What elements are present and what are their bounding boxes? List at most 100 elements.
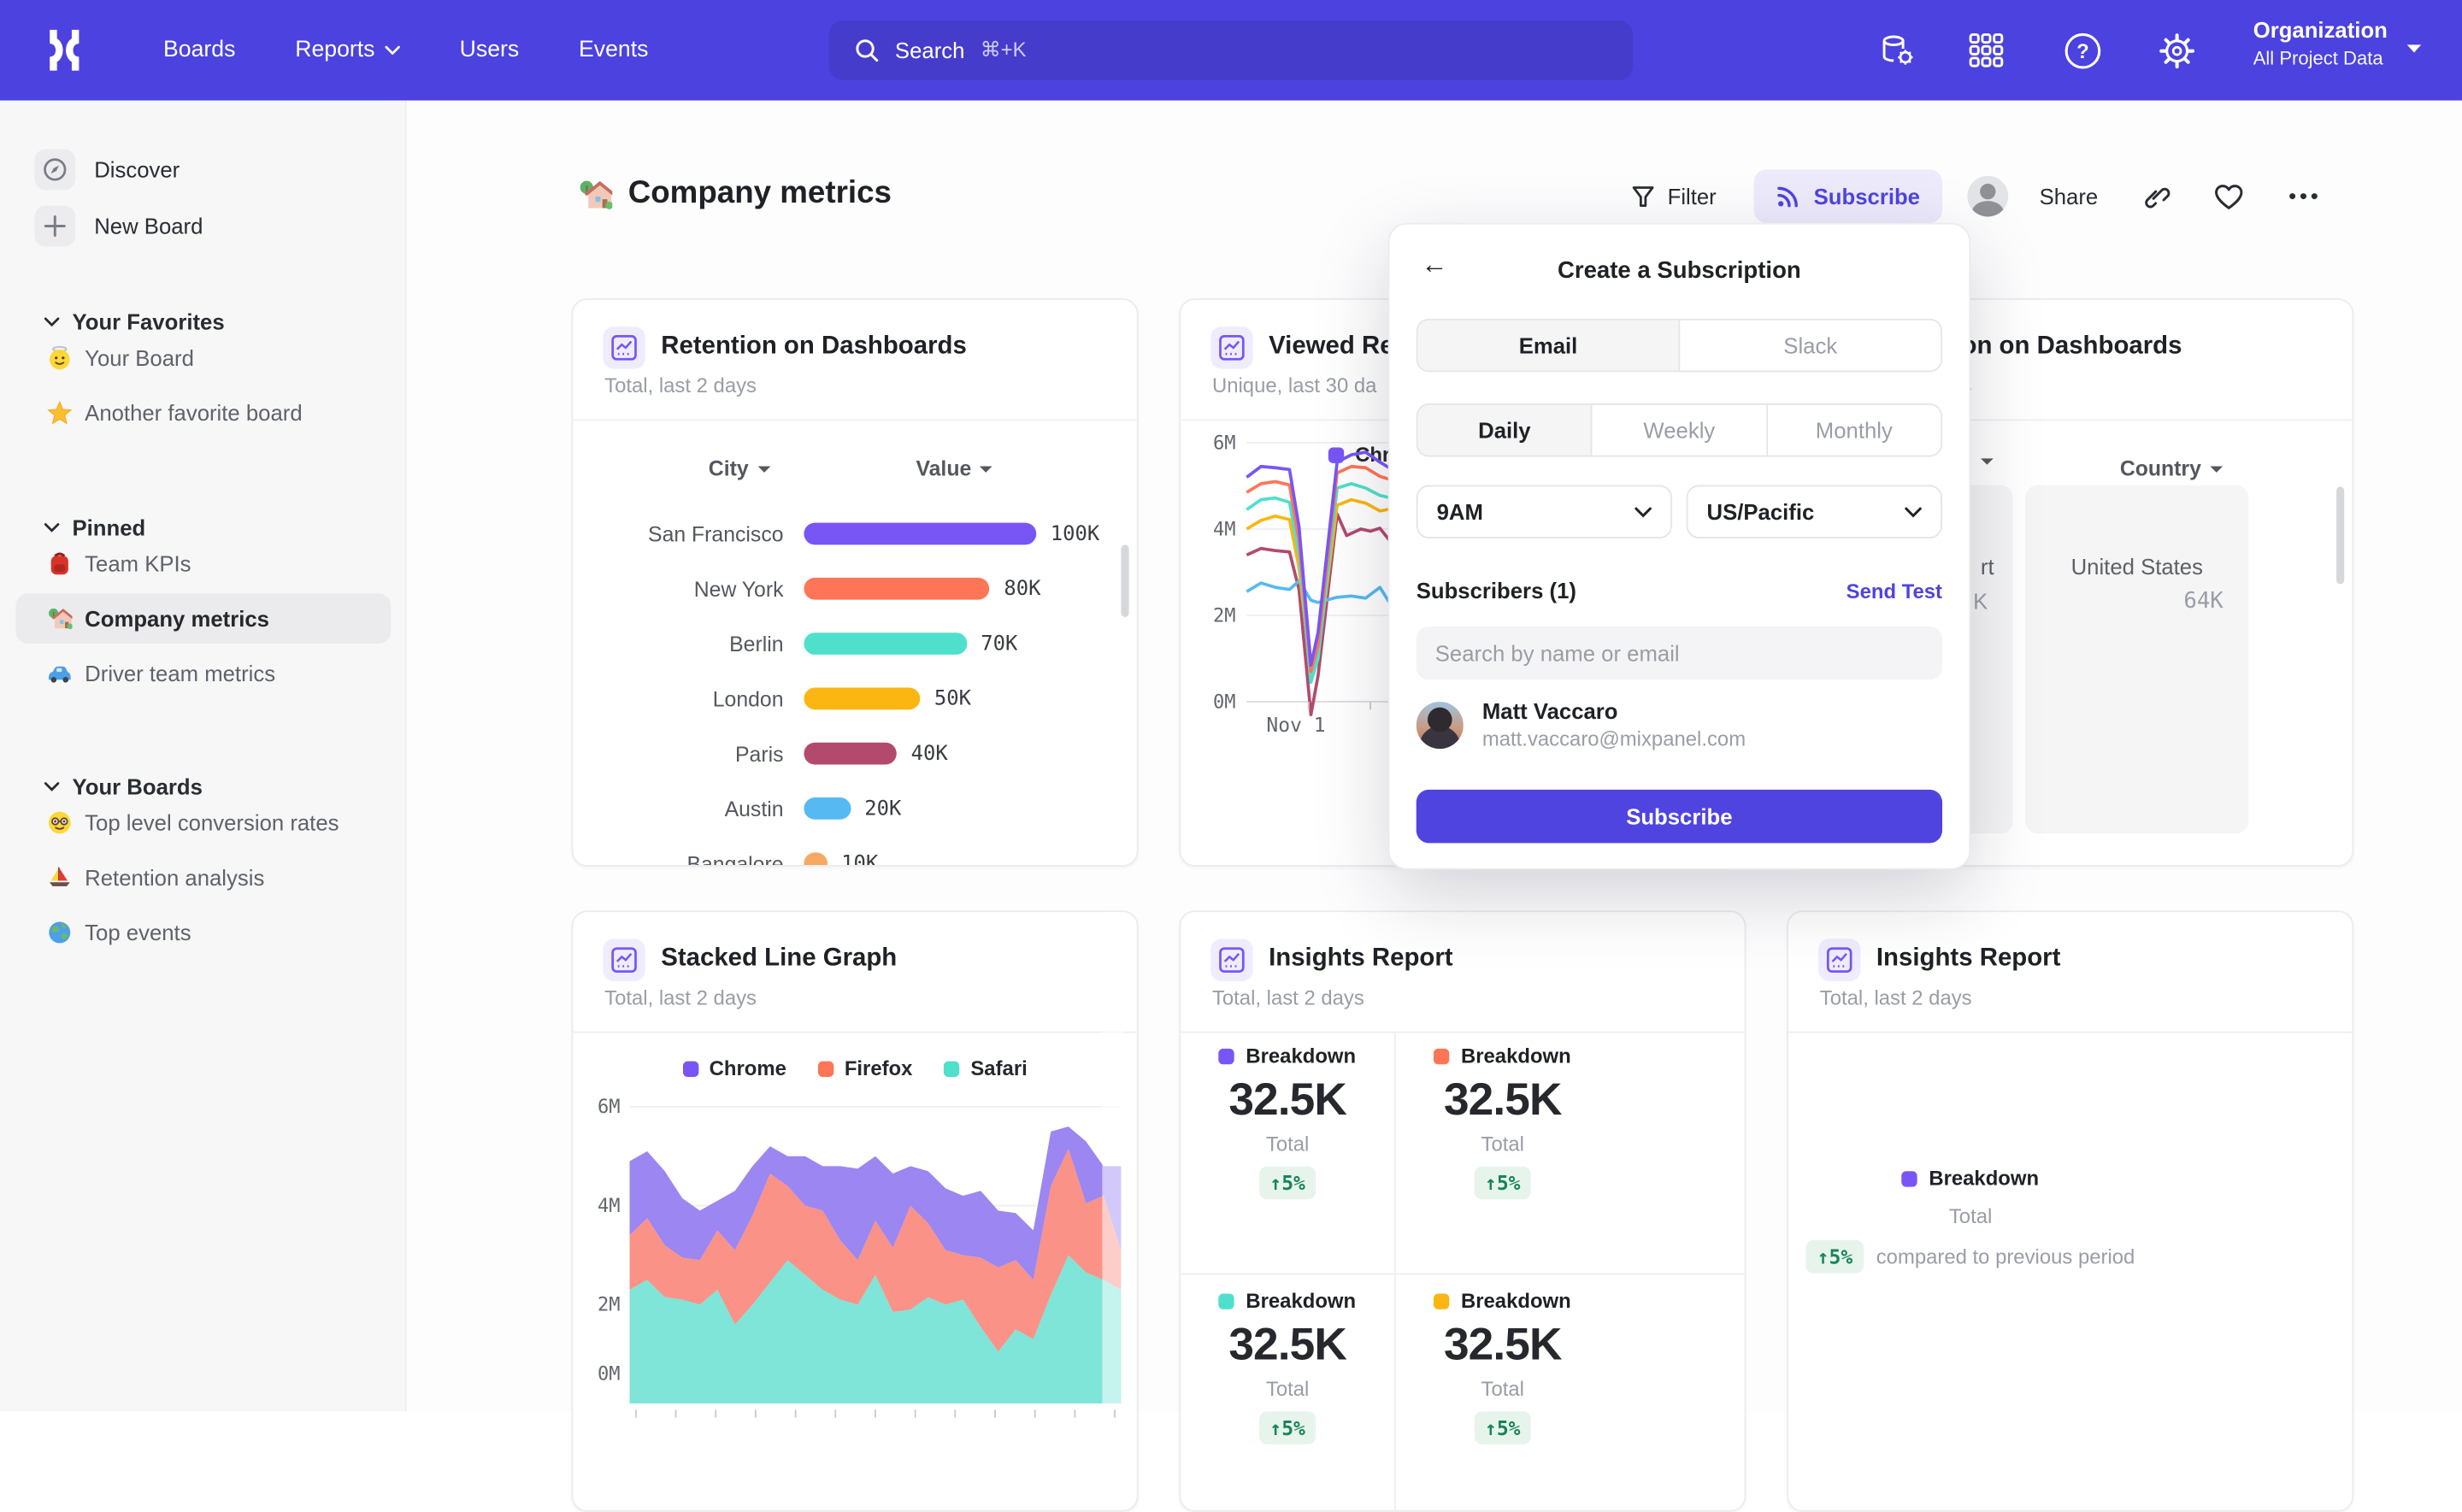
globe-icon: [47, 920, 72, 944]
stat-label: Breakdown: [1788, 1167, 2153, 1190]
subscriber-avatar: [1416, 701, 1464, 749]
divider: [573, 1031, 1137, 1033]
subscribe-button[interactable]: Subscribe: [1753, 169, 1942, 223]
modal-subscribe-button[interactable]: Subscribe: [1416, 789, 1943, 844]
table-row-berlin[interactable]: Berlin 70K: [573, 619, 1136, 674]
tab-email[interactable]: Email: [1417, 320, 1681, 371]
nav-item-events[interactable]: Events: [579, 38, 648, 62]
rss-icon: [1776, 184, 1801, 209]
data-management-icon[interactable]: [1876, 30, 1917, 71]
column-header-country[interactable]: Country: [2120, 456, 2223, 480]
row-value: 20K: [864, 797, 902, 821]
backpack-icon: [47, 551, 72, 576]
legend-label: Safari: [970, 1056, 1028, 1080]
table-row-san-francisco[interactable]: San Francisco 100K: [573, 509, 1136, 563]
subscriber-email: matt.vaccaro@mixpanel.com: [1481, 727, 1746, 750]
settings-gear-icon[interactable]: [2156, 30, 2197, 71]
delta-badge: ↑5%: [1474, 1411, 1532, 1444]
insights-quadrant: Breakdown 32.5K Total ↑5%: [1396, 1289, 1610, 1444]
nav-item-reports[interactable]: Reports: [295, 38, 400, 62]
stat-caption: Total: [1481, 1376, 1524, 1401]
more-options-icon[interactable]: [2288, 191, 2319, 201]
divider: [1181, 1273, 1745, 1275]
row-bar: [804, 522, 1037, 545]
scrollbar[interactable]: [1121, 544, 1129, 617]
send-test-link[interactable]: Send Test: [1846, 578, 1943, 603]
favorite-heart-icon[interactable]: [2214, 183, 2244, 209]
column-header[interactable]: [1972, 456, 1994, 466]
breakdown-tile-united-states[interactable]: United States 64K: [2025, 485, 2249, 834]
timezone-select[interactable]: US/Pacific: [1686, 485, 1943, 538]
row-value: 70K: [981, 632, 1018, 656]
card-insights-report-single: Insights Report Total, last 2 days Break…: [1787, 910, 2354, 1512]
row-city-label: San Francisco: [648, 522, 784, 547]
sidebar-item-top-events[interactable]: Top events: [15, 908, 391, 958]
card-subtitle: Total, last 2 days: [604, 374, 757, 397]
column-header-value[interactable]: Value: [916, 456, 993, 480]
sidebar-item-team-kpis[interactable]: Team KPIs: [15, 538, 391, 589]
tab-slack[interactable]: Slack: [1680, 320, 1941, 371]
sidebar-item-your-board[interactable]: Your Board: [15, 332, 391, 383]
row-bar: [804, 632, 967, 655]
top-nav: Boards Reports Users Events Search ⌘+K: [0, 0, 2462, 101]
sidebar-section-your-favorites[interactable]: Your Favorites: [44, 309, 225, 335]
subscriber-search-placeholder: Search by name or email: [1434, 640, 1680, 666]
house-garden-icon: [47, 606, 73, 631]
table-row-austin[interactable]: Austin 20K: [573, 784, 1136, 838]
stat-label: Breakdown: [1396, 1044, 1610, 1068]
row-value: 10K: [841, 852, 879, 867]
share-button[interactable]: Share: [2039, 183, 2099, 209]
delta-badge-wrap: ↑5%: [1181, 1166, 1394, 1200]
search-input[interactable]: Search ⌘+K: [828, 20, 1634, 80]
help-icon[interactable]: ?: [2062, 30, 2103, 71]
tab-weekly[interactable]: Weekly: [1593, 404, 1768, 456]
table-row-new-york[interactable]: New York 80K: [573, 563, 1136, 618]
section-title-label: Your Favorites: [72, 309, 225, 335]
stat-label-text: Breakdown: [1246, 1044, 1357, 1068]
nav-item-boards[interactable]: Boards: [163, 38, 235, 62]
sidebar-section-your-boards[interactable]: Your Boards: [44, 774, 203, 799]
user-avatar[interactable]: [1967, 175, 2008, 217]
sidebar-item-driver-team-metrics[interactable]: Driver team metrics: [15, 649, 391, 699]
table-row-bangalore[interactable]: Bangalore 10K: [573, 838, 1136, 867]
table-row-paris[interactable]: Paris 40K: [573, 728, 1136, 783]
sidebar-item-discover[interactable]: Discover: [34, 149, 180, 191]
row-city-label: New York: [693, 577, 784, 602]
row-value: 80K: [1004, 577, 1041, 602]
frequency-tabs: Daily Weekly Monthly: [1416, 403, 1943, 457]
scrollbar[interactable]: [2336, 486, 2345, 585]
legend-item-firefox: Firefox: [817, 1056, 912, 1080]
subscriber-search-input[interactable]: Search by name or email: [1416, 626, 1943, 680]
insights-quadrant: Breakdown 32.5K Total ↑5%: [1396, 1044, 1610, 1200]
card-stacked-line-graph: Stacked Line Graph Total, last 2 days Ch…: [571, 910, 1139, 1512]
table-row-london[interactable]: London 50K: [573, 674, 1136, 728]
sidebar-item-new-board[interactable]: New Board: [34, 205, 203, 247]
sidebar-section-pinned[interactable]: Pinned: [44, 515, 145, 540]
legend-item-safari: Safari: [944, 1056, 1028, 1080]
chart-legend: Chrome Firefox Safari: [573, 1056, 1136, 1080]
time-select[interactable]: 9AM: [1416, 485, 1673, 538]
funnel-icon: [1631, 185, 1655, 209]
tab-daily[interactable]: Daily: [1417, 404, 1593, 456]
sidebar-item-retention-analysis[interactable]: Retention analysis: [15, 852, 391, 903]
subscriber-row[interactable]: Matt Vaccaro matt.vaccaro@mixpanel.com: [1416, 698, 1746, 750]
tab-monthly[interactable]: Monthly: [1767, 404, 1941, 456]
copy-link-icon[interactable]: [2142, 182, 2170, 210]
report-chart-icon: [603, 938, 645, 981]
stat-value: 32.5K: [1443, 1075, 1562, 1126]
sidebar-item-another-favorite-board[interactable]: Another favorite board: [15, 388, 391, 438]
sidebar-item-label: Top level conversion rates: [85, 809, 339, 836]
filter-button[interactable]: Filter: [1631, 184, 1717, 209]
row-city-label: Paris: [735, 742, 784, 767]
mixpanel-logo-icon[interactable]: [41, 26, 88, 74]
y-axis-tick: 2M: [597, 1293, 621, 1316]
back-arrow-icon[interactable]: ←: [1421, 250, 1448, 279]
sidebar-item-top-level-conversion-rates[interactable]: Top level conversion rates: [15, 797, 391, 848]
column-header-city[interactable]: City: [709, 456, 771, 480]
compass-icon: [34, 149, 76, 191]
nav-item-users[interactable]: Users: [460, 38, 520, 62]
org-switcher[interactable]: Organization All Project Data: [2253, 17, 2388, 69]
sidebar-item-company-metrics[interactable]: Company metrics: [15, 593, 392, 644]
sidebar-item-label: Another favorite board: [85, 400, 303, 426]
apps-grid-icon[interactable]: [1966, 30, 2007, 71]
